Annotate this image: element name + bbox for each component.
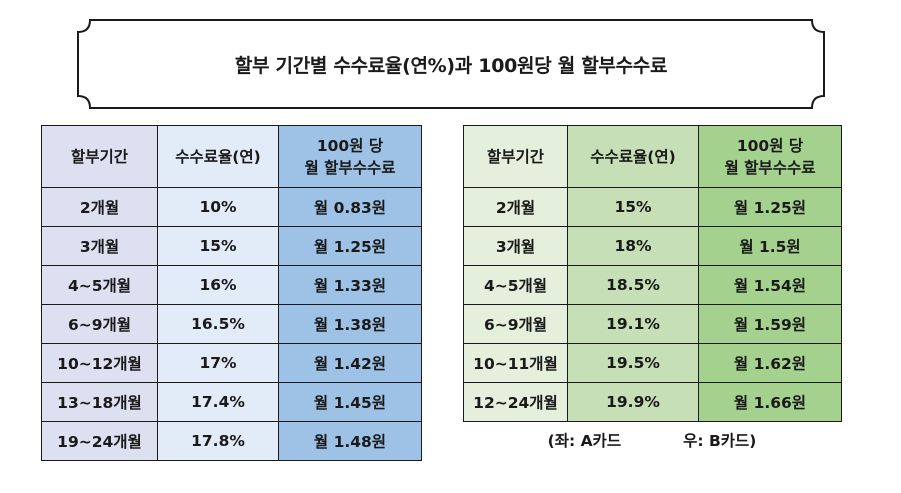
- table-cell: 15%: [157, 226, 279, 266]
- table-cell: 12~24개월: [463, 382, 568, 422]
- header-label-line: 월 할부수수료: [304, 158, 396, 177]
- card-a-fee-table: 할부기간 수수료율(연) 100원 당 월 할부수수료 2개월 10% 월 0.83…: [41, 125, 422, 461]
- card-b-fee-table: 할부기간 수수료율(연) 100원 당 월 할부수수료 2개월 15% 월 1.25…: [463, 125, 842, 422]
- table-cell: 19.1%: [567, 304, 699, 344]
- table-cell: 19.9%: [567, 382, 699, 422]
- header-label-line: 100원 당: [736, 136, 804, 155]
- table-cell: 2개월: [41, 187, 158, 227]
- table-cell: 13~18개월: [41, 382, 158, 422]
- header-monthly-fee: 100원 당 월 할부수수료: [278, 125, 422, 188]
- table-row: 6~9개월 16.5% 월 1.38원: [41, 304, 422, 344]
- table-cell: 월 1.5원: [698, 226, 842, 266]
- table-cell: 17%: [157, 343, 279, 383]
- table-cell: 17.8%: [157, 421, 279, 461]
- table-row: 2개월 15% 월 1.25원: [463, 187, 842, 227]
- table-cell: 월 1.59원: [698, 304, 842, 344]
- table-cell: 월 1.62원: [698, 343, 842, 383]
- table-row: 4~5개월 16% 월 1.33원: [41, 265, 422, 305]
- table-row: 19~24개월 17.8% 월 1.48원: [41, 421, 422, 461]
- table-cell: 월 0.83원: [278, 187, 422, 227]
- header-label-line: 100원 당: [316, 136, 384, 155]
- header-monthly-fee: 100원 당 월 할부수수료: [698, 125, 842, 188]
- table-cell: 6~9개월: [41, 304, 158, 344]
- table-cell: 18%: [567, 226, 699, 266]
- table-cell: 10~12개월: [41, 343, 158, 383]
- table-cell: 월 1.48원: [278, 421, 422, 461]
- caption-left: (좌: A카드: [547, 432, 622, 450]
- table-cell: 월 1.54원: [698, 265, 842, 305]
- table-cell: 월 1.66원: [698, 382, 842, 422]
- header-period: 할부기간: [41, 125, 158, 188]
- table-cell: 10~11개월: [463, 343, 568, 383]
- page-title: 할부 기간별 수수료율(연%)과 100원당 월 할부수수료: [234, 54, 668, 77]
- table-row: 13~18개월 17.4% 월 1.45원: [41, 382, 422, 422]
- table-row: 6~9개월 19.1% 월 1.59원: [463, 304, 842, 344]
- table-row: 3개월 18% 월 1.5원: [463, 226, 842, 266]
- card-legend-caption: (좌: A카드 우: B카드): [463, 425, 841, 455]
- table-row: 10~12개월 17% 월 1.42원: [41, 343, 422, 383]
- header-row: 할부기간 수수료율(연) 100원 당 월 할부수수료: [41, 125, 422, 188]
- table-row: 2개월 10% 월 0.83원: [41, 187, 422, 227]
- table-cell: 월 1.38원: [278, 304, 422, 344]
- title-banner: 할부 기간별 수수료율(연%)과 100원당 월 할부수수료: [76, 18, 826, 110]
- header-label-line: 월 할부수수료: [724, 158, 816, 177]
- scroll-frame: [77, 19, 825, 109]
- table-cell: 월 1.45원: [278, 382, 422, 422]
- table-cell: 16%: [157, 265, 279, 305]
- caption-right: 우: B카드): [683, 432, 757, 450]
- table-cell: 3개월: [41, 226, 158, 266]
- table-row: 3개월 15% 월 1.25원: [41, 226, 422, 266]
- table-cell: 16.5%: [157, 304, 279, 344]
- table-cell: 17.4%: [157, 382, 279, 422]
- table-cell: 4~5개월: [41, 265, 158, 305]
- table-row: 10~11개월 19.5% 월 1.62원: [463, 343, 842, 383]
- table-cell: 15%: [567, 187, 699, 227]
- table-cell: 19.5%: [567, 343, 699, 383]
- table-cell: 3개월: [463, 226, 568, 266]
- table-cell: 6~9개월: [463, 304, 568, 344]
- table-cell: 월 1.25원: [698, 187, 842, 227]
- table-cell: 19~24개월: [41, 421, 158, 461]
- header-rate: 수수료율(연): [567, 125, 699, 188]
- table-cell: 4~5개월: [463, 265, 568, 305]
- table-cell: 18.5%: [567, 265, 699, 305]
- table-row: 12~24개월 19.9% 월 1.66원: [463, 382, 842, 422]
- table-cell: 월 1.25원: [278, 226, 422, 266]
- header-row: 할부기간 수수료율(연) 100원 당 월 할부수수료: [463, 125, 842, 188]
- header-rate: 수수료율(연): [157, 125, 279, 188]
- table-cell: 10%: [157, 187, 279, 227]
- table-row: 4~5개월 18.5% 월 1.54원: [463, 265, 842, 305]
- table-cell: 2개월: [463, 187, 568, 227]
- table-cell: 월 1.42원: [278, 343, 422, 383]
- header-period: 할부기간: [463, 125, 568, 188]
- table-cell: 월 1.33원: [278, 265, 422, 305]
